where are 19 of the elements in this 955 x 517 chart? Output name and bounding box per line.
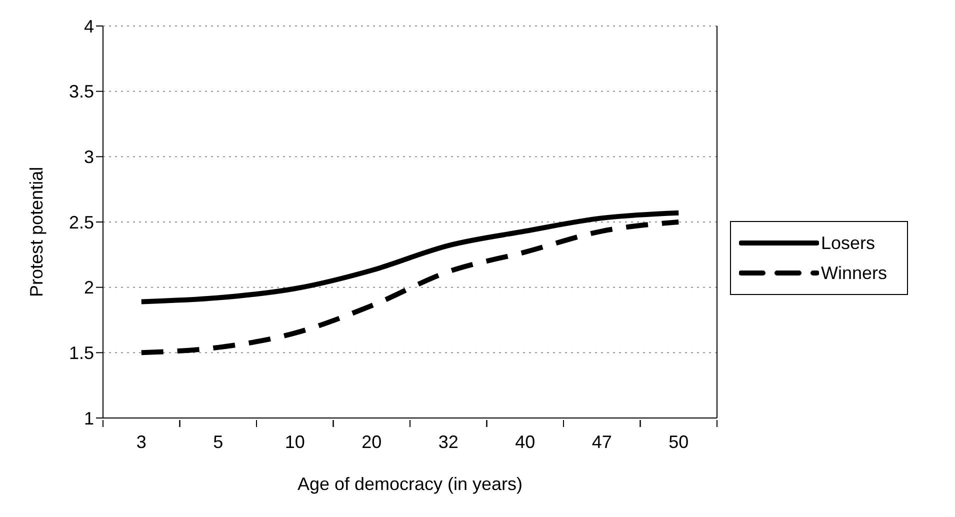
y-tick-label: 1.5 <box>68 343 94 364</box>
x-tick-label: 3 <box>136 432 146 452</box>
y-tick-label: 2.5 <box>68 212 94 232</box>
y-tick-label: 4 <box>84 16 94 36</box>
y-tick-label: 2 <box>84 278 94 298</box>
y-axis-title: Protest potential <box>26 166 46 297</box>
x-tick-label: 40 <box>515 432 536 452</box>
legend-label: Winners <box>821 262 888 284</box>
x-tick-label: 32 <box>438 432 458 452</box>
x-tick-label: 20 <box>362 432 382 452</box>
x-tick-label: 10 <box>284 432 305 452</box>
x-tick-label: 5 <box>213 432 224 452</box>
x-tick-label: 47 <box>592 432 612 452</box>
y-tick-label: 1 <box>84 408 94 428</box>
x-axis-title: Age of democracy (in years) <box>297 474 523 494</box>
y-tick-label: 3 <box>84 147 94 168</box>
legend-label: Losers <box>821 232 876 254</box>
x-tick-label: 50 <box>668 432 689 452</box>
y-tick-label: 3.5 <box>68 82 94 102</box>
